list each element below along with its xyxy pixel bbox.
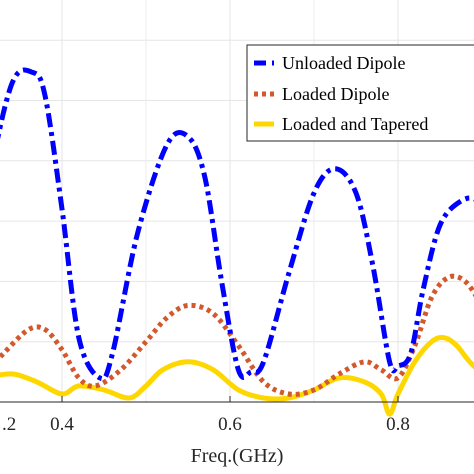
legend-label-loaded-and-tapered: Loaded and Tapered (282, 114, 428, 134)
x-tick-label: .2 (2, 414, 16, 435)
x-tick-label: 0.8 (386, 414, 410, 435)
legend-box (246, 44, 474, 142)
x-tick-label: 0.6 (218, 414, 242, 435)
legend-label-unloaded-dipole: Unloaded Dipole (282, 53, 405, 73)
series-line-unloaded-dipole (0, 67, 474, 382)
series-line-loaded-and-tapered (0, 334, 474, 417)
x-tick-label: 0.4 (50, 414, 74, 435)
series-layer (0, 67, 474, 417)
legend-label-loaded-dipole: Loaded Dipole (282, 84, 389, 104)
x-ticks: .2 0.4 0.6 0.8 (2, 396, 410, 435)
series-line-loaded-dipole (0, 273, 474, 397)
legend: Unloaded Dipole Loaded Dipole Loaded and… (246, 44, 474, 142)
x-axis-label: Freq.(GHz) (191, 445, 284, 467)
